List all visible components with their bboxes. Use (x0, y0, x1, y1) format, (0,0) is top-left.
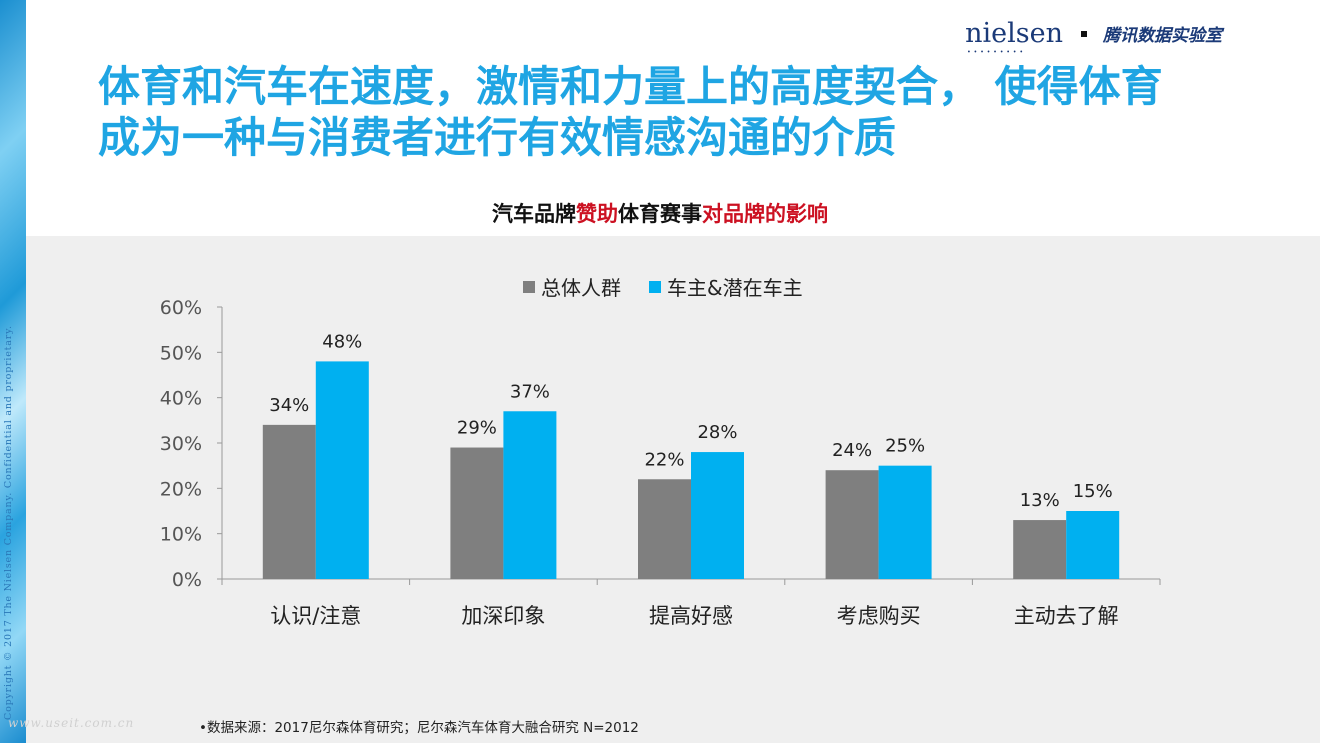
chart-legend: 总体人群 车主&潜在车主 (523, 272, 831, 301)
bar-car-owners (315, 361, 369, 579)
data-label: 15% (1073, 481, 1113, 502)
x-category-label: 认识/注意 (270, 604, 361, 628)
legend-label-overall: 总体人群 (541, 276, 621, 300)
bar-car-owners (503, 411, 557, 579)
chart-title-part3: 体育赛事 (618, 202, 702, 226)
x-category-label: 考虑购买 (837, 604, 921, 628)
legend-label-car-owners: 车主&潜在车主 (667, 276, 803, 300)
x-category-label: 提高好感 (649, 604, 733, 628)
legend-swatch-gray (523, 280, 535, 293)
nielsen-logo-text: nielsen (965, 18, 1063, 49)
y-tick-label: 60% (160, 297, 202, 319)
y-tick-label: 40% (160, 388, 202, 410)
bar-overall (262, 424, 316, 579)
bar-overall (638, 479, 691, 579)
bar-overall (825, 470, 879, 579)
data-label: 34% (269, 395, 309, 416)
tencent-data-lab-logo: 腾讯数据实验室 (1103, 26, 1222, 46)
decorative-side-strip (0, 0, 26, 743)
legend-swatch-blue (649, 280, 661, 293)
y-tick-label: 20% (160, 478, 202, 500)
logo-separator (1081, 30, 1087, 37)
x-category-label: 主动去了解 (1014, 604, 1119, 628)
chart-title: 汽车品牌赞助体育赛事对品牌的影响 (0, 198, 1320, 228)
bar-car-owners (1066, 511, 1120, 579)
header-logos: nielsen ••••••••• 腾讯数据实验室 (965, 18, 1222, 56)
source-note: •数据来源：2017尼尔森体育研究；尼尔森汽车体育大融合研究 N=2012 (199, 720, 639, 736)
data-label: 24% (832, 440, 872, 461)
data-label: 22% (644, 449, 684, 470)
bar-car-owners (691, 452, 744, 579)
x-category-label: 加深印象 (461, 604, 545, 628)
legend-item-car-owners: 车主&潜在车主 (649, 272, 803, 301)
y-tick-label: 0% (172, 569, 202, 591)
data-label: 37% (510, 381, 550, 402)
bar-overall (450, 447, 504, 579)
bar-car-owners (878, 465, 932, 579)
data-label: 25% (885, 436, 925, 457)
data-label: 48% (322, 331, 362, 352)
y-tick-label: 50% (160, 342, 202, 364)
chart-title-highlight-sponsor: 赞助 (576, 202, 618, 226)
watermark: www.useit.com.cn (8, 716, 135, 730)
page-title: 体育和汽车在速度，激情和力量上的高度契合， 使得体育 成为一种与消费者进行有效情… (98, 62, 1163, 162)
data-label: 13% (1020, 490, 1060, 511)
y-tick-label: 30% (160, 433, 202, 455)
legend-item-overall: 总体人群 (523, 272, 621, 301)
y-tick-label: 10% (160, 524, 202, 546)
chart-title-part1: 汽车品牌 (492, 202, 576, 226)
bar-overall (1013, 520, 1067, 579)
data-label: 29% (457, 418, 497, 439)
nielsen-logo: nielsen ••••••••• (965, 18, 1063, 56)
data-label: 28% (697, 422, 737, 443)
nielsen-logo-dots: ••••••••• (967, 49, 1026, 56)
chart-title-highlight-impact: 对品牌的影响 (702, 202, 828, 226)
